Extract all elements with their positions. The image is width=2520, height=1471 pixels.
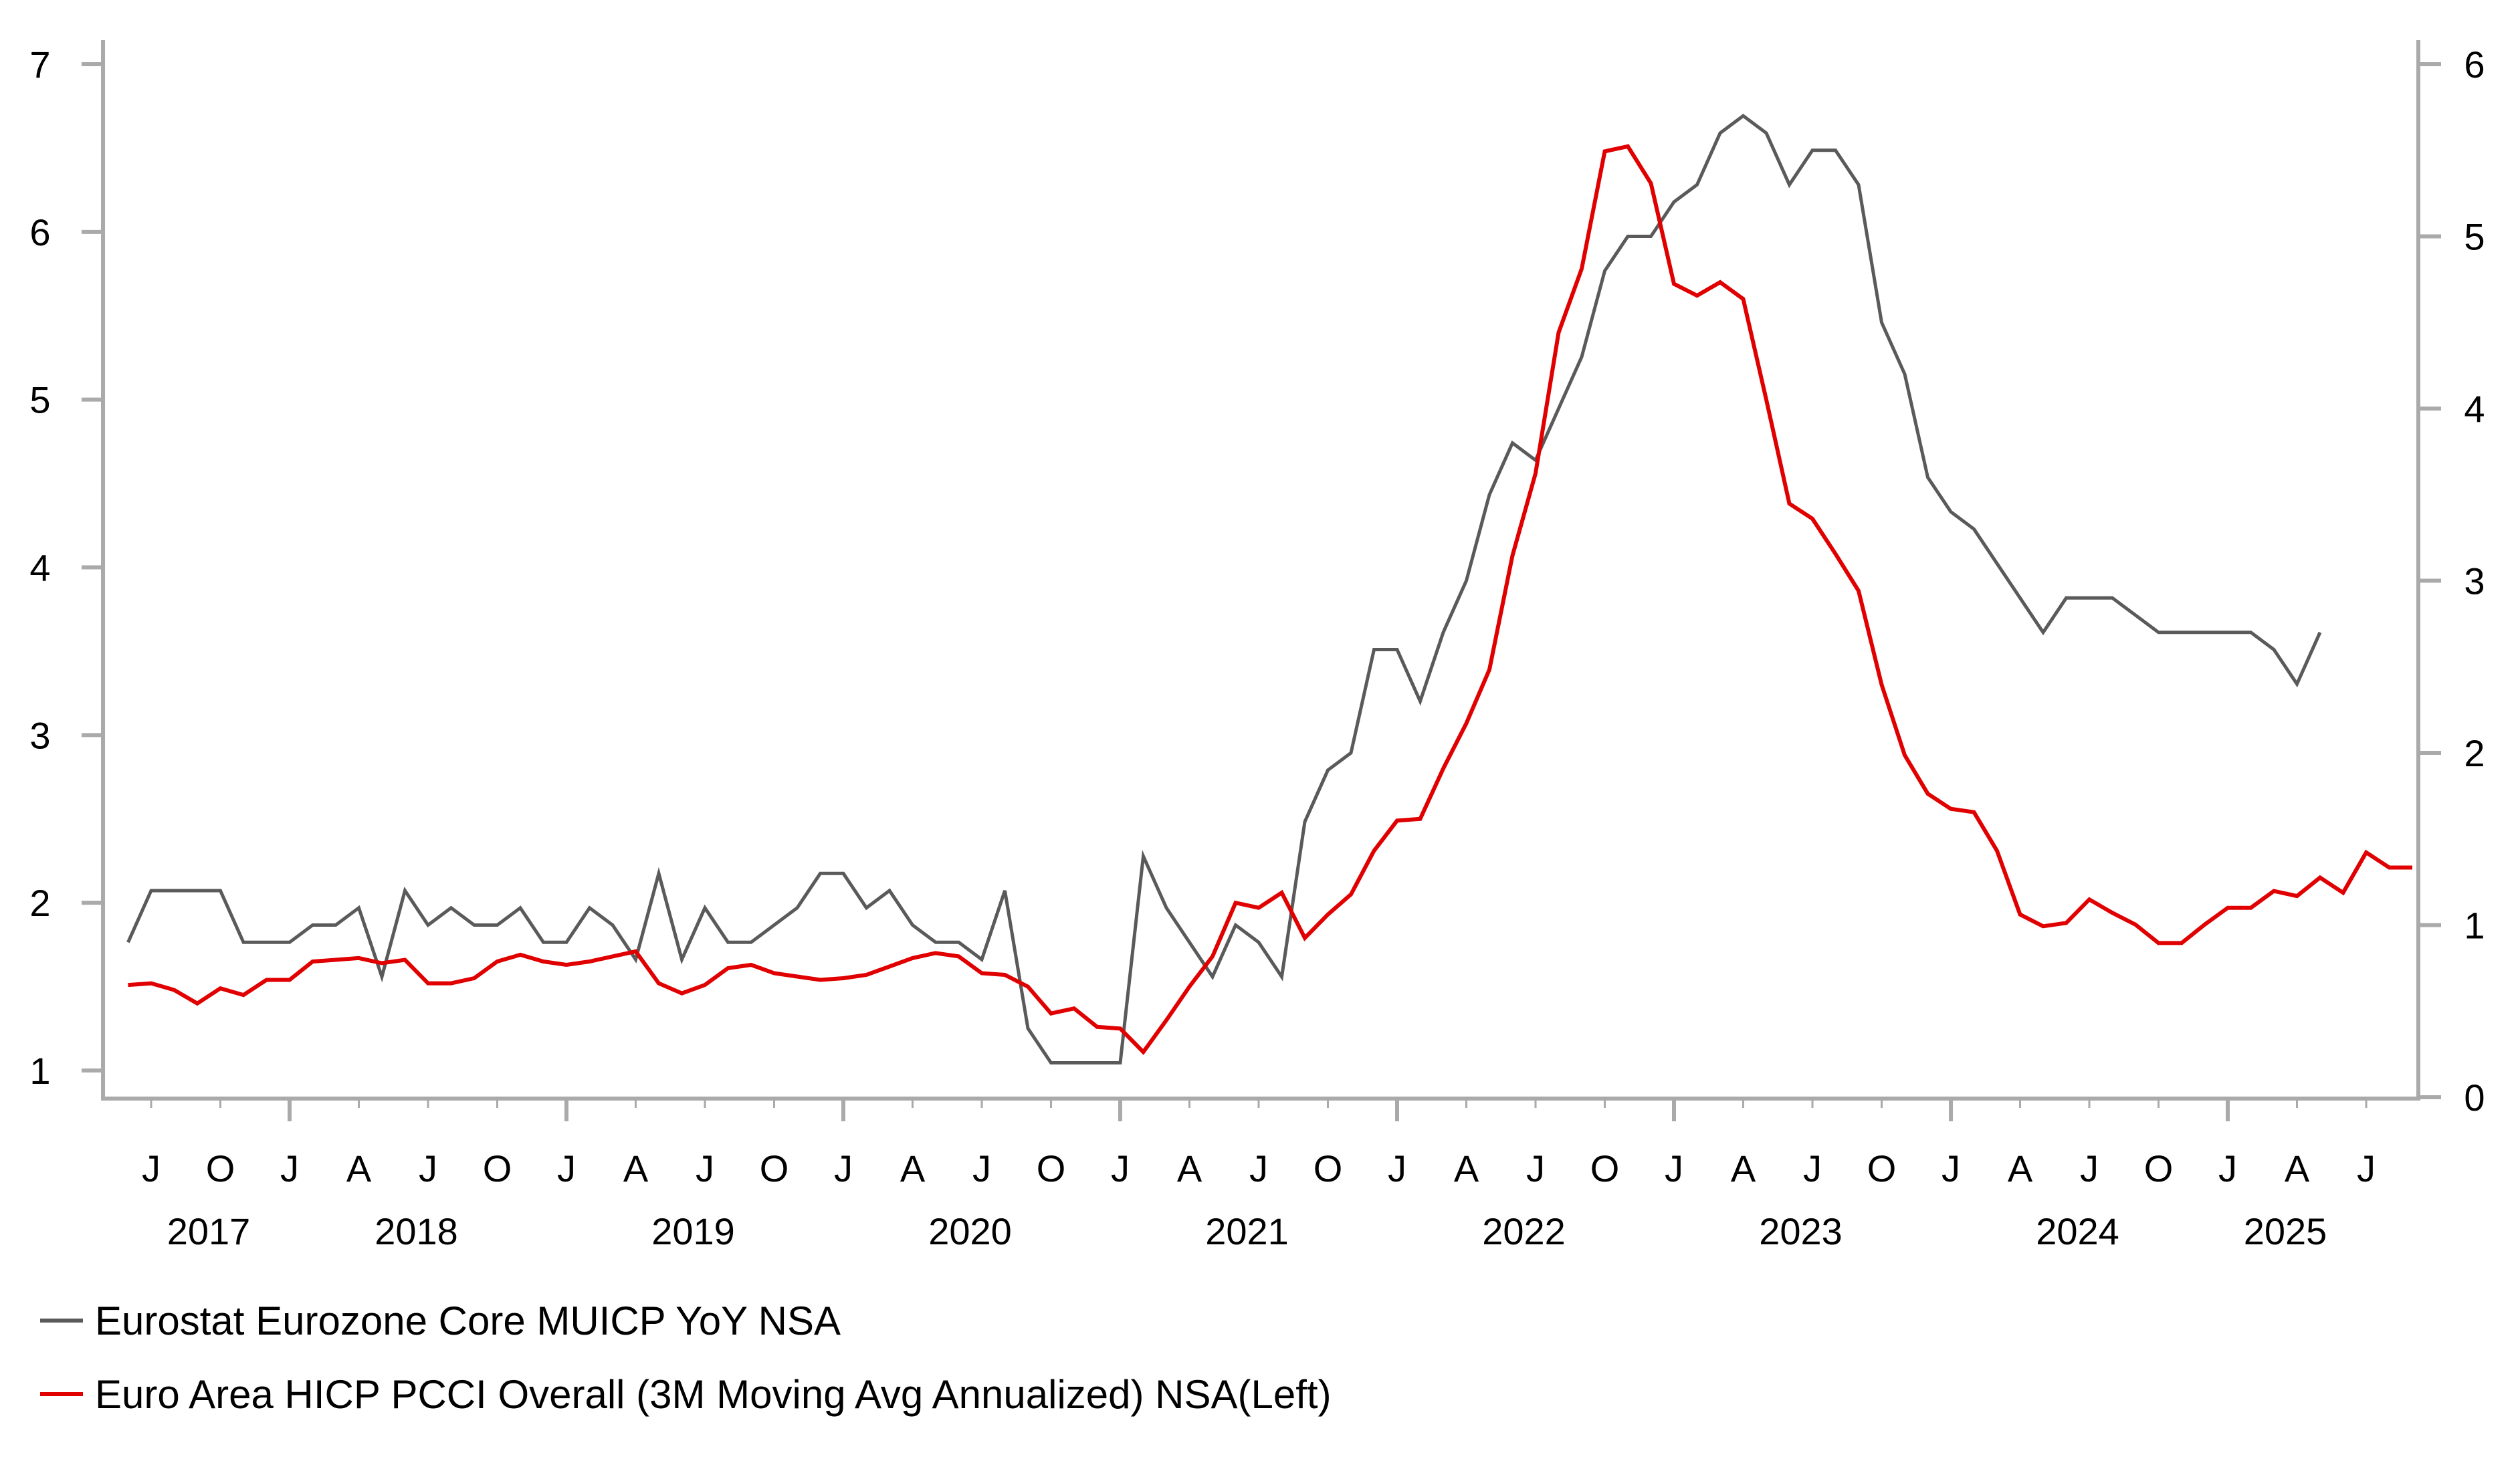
left-axis-tick-label: 7: [29, 43, 50, 86]
x-axis-month-label: J: [1803, 1147, 1822, 1190]
x-axis-month-label: O: [1314, 1147, 1343, 1190]
x-axis-year-label: 2018: [375, 1210, 458, 1252]
x-axis-month-label: J: [1249, 1147, 1268, 1190]
x-axis-year-label: 2019: [651, 1210, 735, 1252]
x-axis-month-label: J: [972, 1147, 991, 1190]
x-axis-year-label: 2021: [1205, 1210, 1289, 1252]
x-axis-year-label: 2022: [1482, 1210, 1566, 1252]
x-axis-year-label: 2025: [2244, 1210, 2327, 1252]
right-axis-tick-label: 3: [2464, 560, 2485, 602]
legend-swatch-pcci: [40, 1392, 83, 1396]
x-axis-month-label: J: [280, 1147, 299, 1190]
x-axis-year-label: 2023: [1759, 1210, 1843, 1252]
x-axis-month-label: A: [1177, 1147, 1202, 1190]
x-axis-month-label: J: [2080, 1147, 2099, 1190]
x-axis-month-label: J: [142, 1147, 161, 1190]
chart: 1 2 3 4 5 6 7 0 1 2 3 4 5 6 J O J A J O J A J O J A J O J A J O J A J O J A J O…: [29, 40, 2485, 1252]
x-axis-month-label: A: [2008, 1147, 2033, 1190]
left-axis-tick-label: 4: [29, 547, 50, 589]
x-axis-month-label: J: [834, 1147, 853, 1190]
left-axis-tick-label: 6: [29, 211, 50, 253]
legend-item-core: Eurostat Eurozone Core MUICP YoY NSA: [40, 1284, 1332, 1357]
legend-item-pcci: Euro Area HICP PCCI Overall (3M Moving A…: [40, 1357, 1332, 1431]
x-axis-month-label: O: [206, 1147, 235, 1190]
right-axis-tick-label: 1: [2464, 905, 2485, 947]
legend-label-pcci: Euro Area HICP PCCI Overall (3M Moving A…: [95, 1371, 1332, 1417]
x-axis-month-label: O: [2144, 1147, 2174, 1190]
x-axis-year-label: 2020: [928, 1210, 1012, 1252]
left-axis-tick-label: 2: [29, 882, 50, 924]
x-axis-month-label: A: [1454, 1147, 1479, 1190]
left-axis-tick-label: 1: [29, 1050, 50, 1092]
x-axis-month-label: J: [1941, 1147, 1960, 1190]
right-axis-tick-label: 6: [2464, 43, 2485, 86]
right-axis-tick-label: 2: [2464, 732, 2485, 774]
legend-swatch-core: [40, 1319, 83, 1323]
x-axis-month-label: J: [419, 1147, 437, 1190]
series-line-hicp-pcci: [128, 144, 2412, 1056]
legend-label-core: Eurostat Eurozone Core MUICP YoY NSA: [95, 1298, 841, 1343]
x-axis-month-label: O: [1037, 1147, 1066, 1190]
x-axis-month-label: A: [346, 1147, 372, 1190]
x-axis-year-label: 2017: [167, 1210, 251, 1252]
right-axis-tick-label: 5: [2464, 216, 2485, 258]
x-axis-month-label: A: [623, 1147, 649, 1190]
legend: Eurostat Eurozone Core MUICP YoY NSA Eur…: [40, 1284, 1332, 1431]
x-axis-month-label: A: [900, 1147, 926, 1190]
series-line-core-muicp: [126, 114, 2322, 1064]
right-axis-tick-label: 4: [2464, 388, 2485, 430]
x-axis-month-label: O: [483, 1147, 512, 1190]
x-axis-month-label: J: [1665, 1147, 1683, 1190]
x-axis-month-label: J: [557, 1147, 576, 1190]
x-axis-month-label: J: [1111, 1147, 1130, 1190]
x-axis-month-label: J: [2357, 1147, 2376, 1190]
x-axis-year-label: 2024: [2036, 1210, 2119, 1252]
x-axis-month-label: O: [1590, 1147, 1620, 1190]
x-axis-month-label: J: [2218, 1147, 2237, 1190]
x-axis-month-label: A: [2285, 1147, 2310, 1190]
left-axis-tick-label: 3: [29, 714, 50, 756]
x-axis-month-label: O: [760, 1147, 789, 1190]
x-axis-month-label: J: [1388, 1147, 1406, 1190]
x-axis-month-label: O: [1867, 1147, 1897, 1190]
x-axis-month-label: J: [1526, 1147, 1545, 1190]
left-axis-tick-label: 5: [29, 379, 50, 421]
right-axis-tick-label: 0: [2464, 1077, 2485, 1119]
x-axis-month-label: J: [696, 1147, 714, 1190]
x-axis-month-label: A: [1731, 1147, 1756, 1190]
